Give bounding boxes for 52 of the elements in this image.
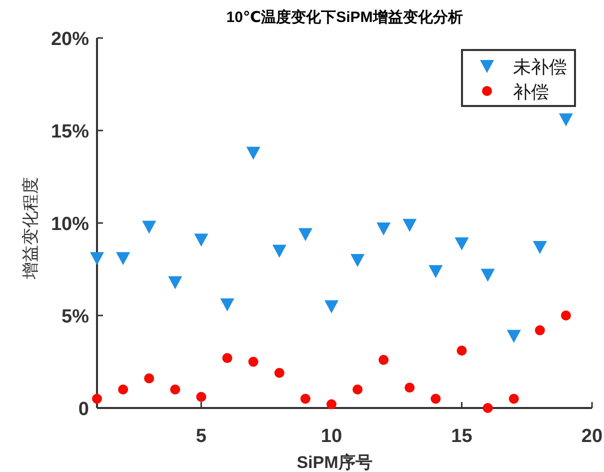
point	[560, 310, 571, 320]
y-axis-title: 增益变化程度	[21, 177, 40, 280]
point	[376, 222, 391, 236]
point	[300, 394, 310, 404]
point	[274, 368, 284, 378]
x-tick-label: 10	[320, 426, 342, 447]
x-tick-label: 5	[196, 426, 207, 447]
point	[170, 384, 180, 394]
legend-label: 未补偿	[513, 57, 567, 77]
x-tick-label: 20	[581, 426, 603, 447]
point	[90, 252, 104, 266]
point	[534, 325, 545, 336]
point	[428, 265, 443, 278]
chart-title: 10℃温度变化下SiPM增益变化分析	[226, 8, 463, 26]
point	[352, 384, 363, 394]
x-axis-title: SiPM序号	[296, 453, 372, 472]
point	[326, 399, 336, 410]
y-tick-label: 20%	[50, 29, 90, 50]
point	[456, 346, 467, 356]
point	[220, 298, 234, 312]
point	[480, 268, 495, 282]
point	[508, 394, 519, 404]
point	[246, 146, 260, 160]
point	[142, 220, 156, 234]
point	[404, 382, 415, 393]
point	[116, 252, 130, 266]
point	[454, 237, 469, 250]
point	[506, 330, 521, 343]
y-tick-label: 5%	[62, 306, 90, 328]
point	[272, 244, 286, 258]
legend-label: 补偿	[513, 82, 549, 102]
point	[118, 384, 128, 394]
point	[298, 228, 312, 242]
point	[194, 234, 208, 247]
point	[248, 356, 258, 367]
point	[222, 353, 232, 364]
point	[168, 276, 182, 290]
point	[350, 254, 365, 267]
y-tick-label: 15%	[50, 122, 90, 142]
point	[378, 354, 389, 365]
point	[532, 241, 547, 254]
y-tick-label: 0	[78, 399, 89, 420]
point	[324, 300, 338, 314]
point	[430, 394, 441, 404]
x-tick-label: 15	[451, 426, 473, 447]
point	[402, 218, 417, 232]
y-tick-label: 10%	[50, 214, 90, 235]
point	[196, 392, 206, 402]
point	[92, 394, 102, 404]
point	[558, 113, 573, 126]
point	[144, 373, 154, 384]
point	[482, 403, 493, 413]
